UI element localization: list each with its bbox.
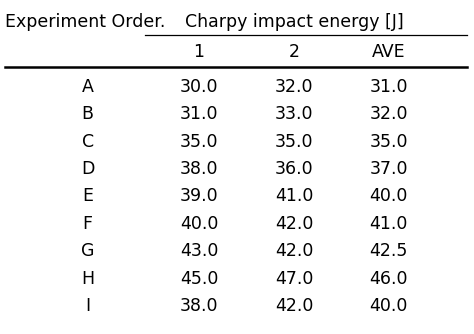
Text: H: H — [81, 270, 94, 288]
Text: 40.0: 40.0 — [370, 187, 408, 205]
Text: 38.0: 38.0 — [180, 160, 219, 178]
Text: 42.0: 42.0 — [275, 297, 313, 315]
Text: 45.0: 45.0 — [180, 270, 218, 288]
Text: E: E — [82, 187, 93, 205]
Text: 41.0: 41.0 — [275, 187, 313, 205]
Text: 35.0: 35.0 — [180, 133, 219, 151]
Text: 47.0: 47.0 — [275, 270, 313, 288]
Text: 37.0: 37.0 — [369, 160, 408, 178]
Text: 1: 1 — [193, 43, 205, 61]
Text: 36.0: 36.0 — [274, 160, 313, 178]
Text: 35.0: 35.0 — [369, 133, 408, 151]
Text: 42.0: 42.0 — [275, 242, 313, 260]
Text: C: C — [82, 133, 94, 151]
Text: AVE: AVE — [372, 43, 405, 61]
Text: Charpy impact energy [J]: Charpy impact energy [J] — [184, 13, 403, 31]
Text: 30.0: 30.0 — [180, 78, 219, 96]
Text: 41.0: 41.0 — [370, 215, 408, 233]
Text: 32.0: 32.0 — [274, 78, 313, 96]
Text: 46.0: 46.0 — [369, 270, 408, 288]
Text: 2: 2 — [288, 43, 300, 61]
Text: 31.0: 31.0 — [369, 78, 408, 96]
Text: 35.0: 35.0 — [274, 133, 313, 151]
Text: F: F — [82, 215, 93, 233]
Text: D: D — [81, 160, 94, 178]
Text: 32.0: 32.0 — [369, 105, 408, 123]
Text: 39.0: 39.0 — [180, 187, 219, 205]
Text: 31.0: 31.0 — [180, 105, 219, 123]
Text: 38.0: 38.0 — [180, 297, 219, 315]
Text: 40.0: 40.0 — [180, 215, 218, 233]
Text: 43.0: 43.0 — [180, 242, 218, 260]
Text: I: I — [85, 297, 90, 315]
Text: Experiment Order.: Experiment Order. — [5, 13, 165, 31]
Text: G: G — [81, 242, 94, 260]
Text: 40.0: 40.0 — [370, 297, 408, 315]
Text: 42.0: 42.0 — [275, 215, 313, 233]
Text: B: B — [82, 105, 94, 123]
Text: 33.0: 33.0 — [274, 105, 313, 123]
Text: 42.5: 42.5 — [370, 242, 408, 260]
Text: A: A — [82, 78, 94, 96]
